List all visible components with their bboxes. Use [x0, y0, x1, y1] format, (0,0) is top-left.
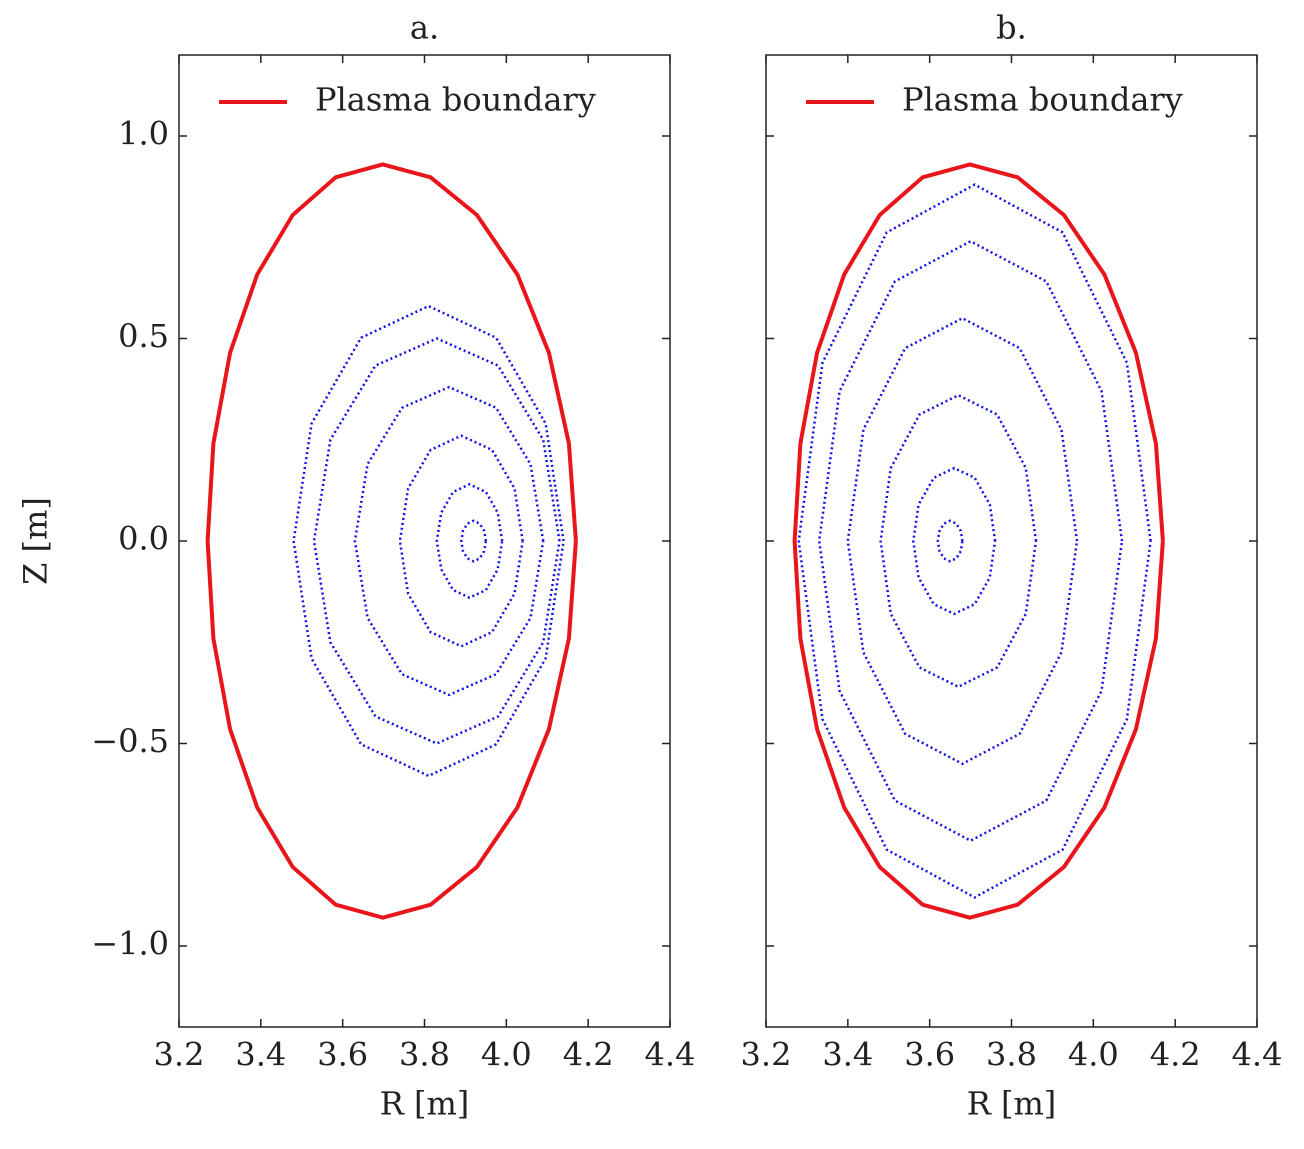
x-tick-label: 3.4 [235, 1036, 286, 1074]
y-tick-label: 0.0 [118, 520, 169, 558]
y-tick-label: −0.5 [91, 722, 169, 760]
x-tick-label: 3.2 [154, 1036, 205, 1074]
x-tick-label: 4.0 [481, 1036, 532, 1074]
x-tick-label: 4.2 [563, 1036, 614, 1074]
axes-frame [765, 54, 1258, 1028]
flux-surface [846, 316, 1079, 766]
flux-surface [312, 337, 561, 745]
legend-label: Plasma boundary [315, 81, 596, 119]
flux-surface [292, 304, 565, 778]
panel-title: a. [410, 9, 439, 47]
flux-surface [460, 519, 488, 563]
panel-title: b. [996, 9, 1027, 47]
flux-surface [435, 482, 504, 600]
flux-surface [912, 466, 997, 616]
x-axis-label: R [m] [380, 1085, 470, 1123]
x-tick-label: 3.2 [741, 1036, 792, 1074]
y-tick-label: 0.5 [118, 317, 169, 355]
flux-surface [353, 385, 545, 697]
flux-surface [936, 519, 964, 563]
x-tick-label: 4.0 [1068, 1036, 1119, 1074]
x-tick-label: 3.8 [986, 1036, 1037, 1074]
x-tick-label: 3.8 [399, 1036, 450, 1074]
axes-frame [178, 54, 671, 1028]
flux-surface [879, 393, 1038, 689]
x-tick-label: 4.4 [645, 1036, 696, 1074]
legend-label: Plasma boundary [902, 81, 1183, 119]
flux-surface [797, 183, 1152, 899]
y-axis-label: Z [m] [17, 497, 55, 585]
flux-surface [817, 239, 1124, 843]
x-tick-label: 3.6 [317, 1036, 368, 1074]
boundary-line [792, 162, 1165, 920]
x-tick-label: 3.6 [904, 1036, 955, 1074]
x-tick-label: 3.4 [822, 1036, 873, 1074]
y-tick-label: 1.0 [118, 115, 169, 153]
boundary-line [205, 162, 578, 920]
y-tick-label: −1.0 [91, 925, 169, 963]
x-tick-label: 4.2 [1150, 1036, 1201, 1074]
x-axis-label: R [m] [967, 1085, 1057, 1123]
x-tick-label: 4.4 [1232, 1036, 1283, 1074]
